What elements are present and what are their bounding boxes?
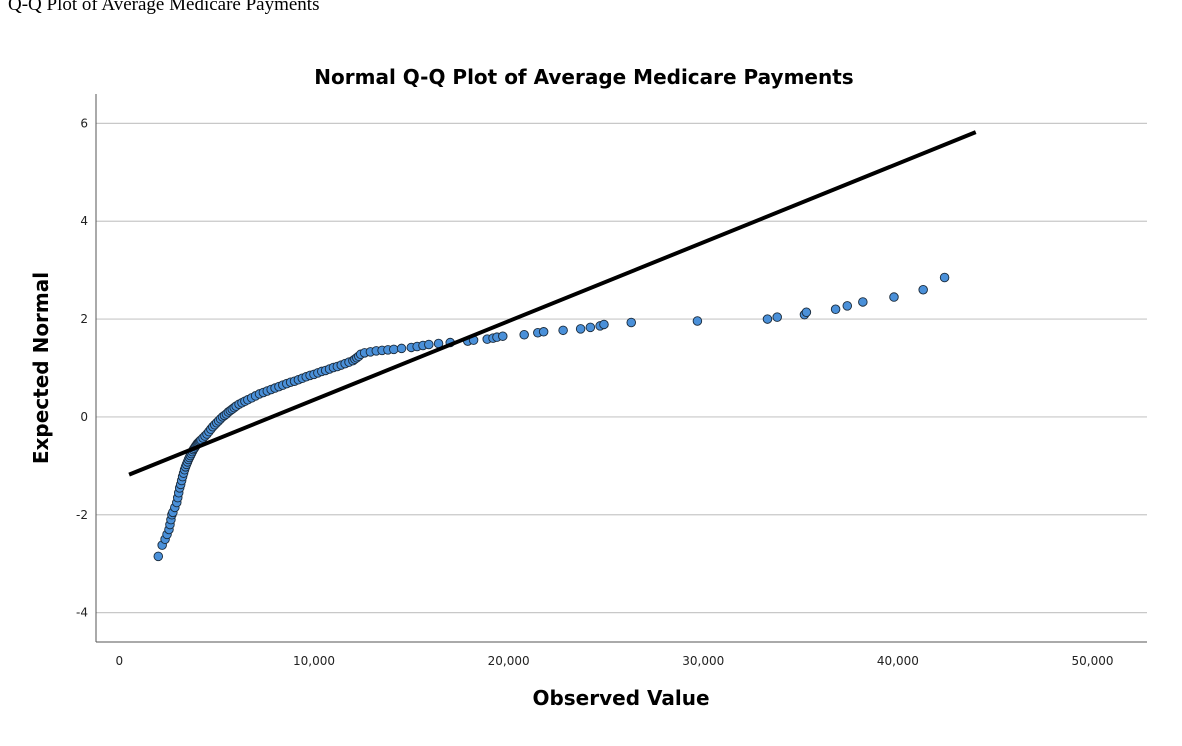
y-tick-label: -4 <box>76 606 88 620</box>
data-point <box>599 319 609 330</box>
x-tick-label: 40,000 <box>877 654 919 668</box>
data-point <box>558 325 568 336</box>
data-point <box>538 327 549 337</box>
x-tick-label: 10,000 <box>293 654 335 668</box>
data-point <box>939 272 950 283</box>
data-point <box>389 344 399 355</box>
y-axis-label: Expected Normal <box>29 272 53 464</box>
data-point <box>692 316 703 326</box>
data-point <box>626 317 636 328</box>
x-axis-label: Observed Value <box>532 686 709 710</box>
data-point <box>153 551 164 562</box>
y-tick-label: 2 <box>80 312 88 326</box>
data-point <box>519 329 529 340</box>
data-point <box>585 322 596 333</box>
x-tick-label: 0 <box>116 654 124 668</box>
data-point <box>772 312 782 322</box>
y-tick-label: 0 <box>80 410 88 424</box>
data-point <box>830 304 841 315</box>
data-point <box>842 301 853 311</box>
x-axis-ticks: 0 10,000 20,000 30,000 40,000 50,000 <box>116 654 1114 668</box>
axes <box>95 94 1147 643</box>
gridlines <box>96 122 1147 614</box>
reference-line <box>128 130 977 477</box>
data-point <box>918 284 928 295</box>
data-point <box>889 292 899 302</box>
data-point <box>424 339 434 350</box>
data-point <box>858 297 868 307</box>
data-point <box>498 331 508 341</box>
x-tick-label: 50,000 <box>1072 654 1114 668</box>
data-point <box>396 343 407 354</box>
data-point <box>762 314 773 324</box>
y-tick-label: 6 <box>80 116 88 130</box>
reference-line-group <box>128 130 977 477</box>
x-tick-label: 30,000 <box>682 654 724 668</box>
y-tick-label: -2 <box>76 508 88 522</box>
figure-caption: Q-Q Plot of Average Medicare Payments <box>8 0 320 15</box>
data-point <box>801 307 812 317</box>
y-tick-label: 4 <box>80 214 88 228</box>
data-points <box>153 272 950 562</box>
y-axis-ticks: 6 4 2 0 -2 -4 <box>76 116 88 619</box>
x-tick-label: 20,000 <box>488 654 530 668</box>
data-point <box>575 324 586 334</box>
chart-title: Normal Q-Q Plot of Average Medicare Paym… <box>314 65 853 89</box>
